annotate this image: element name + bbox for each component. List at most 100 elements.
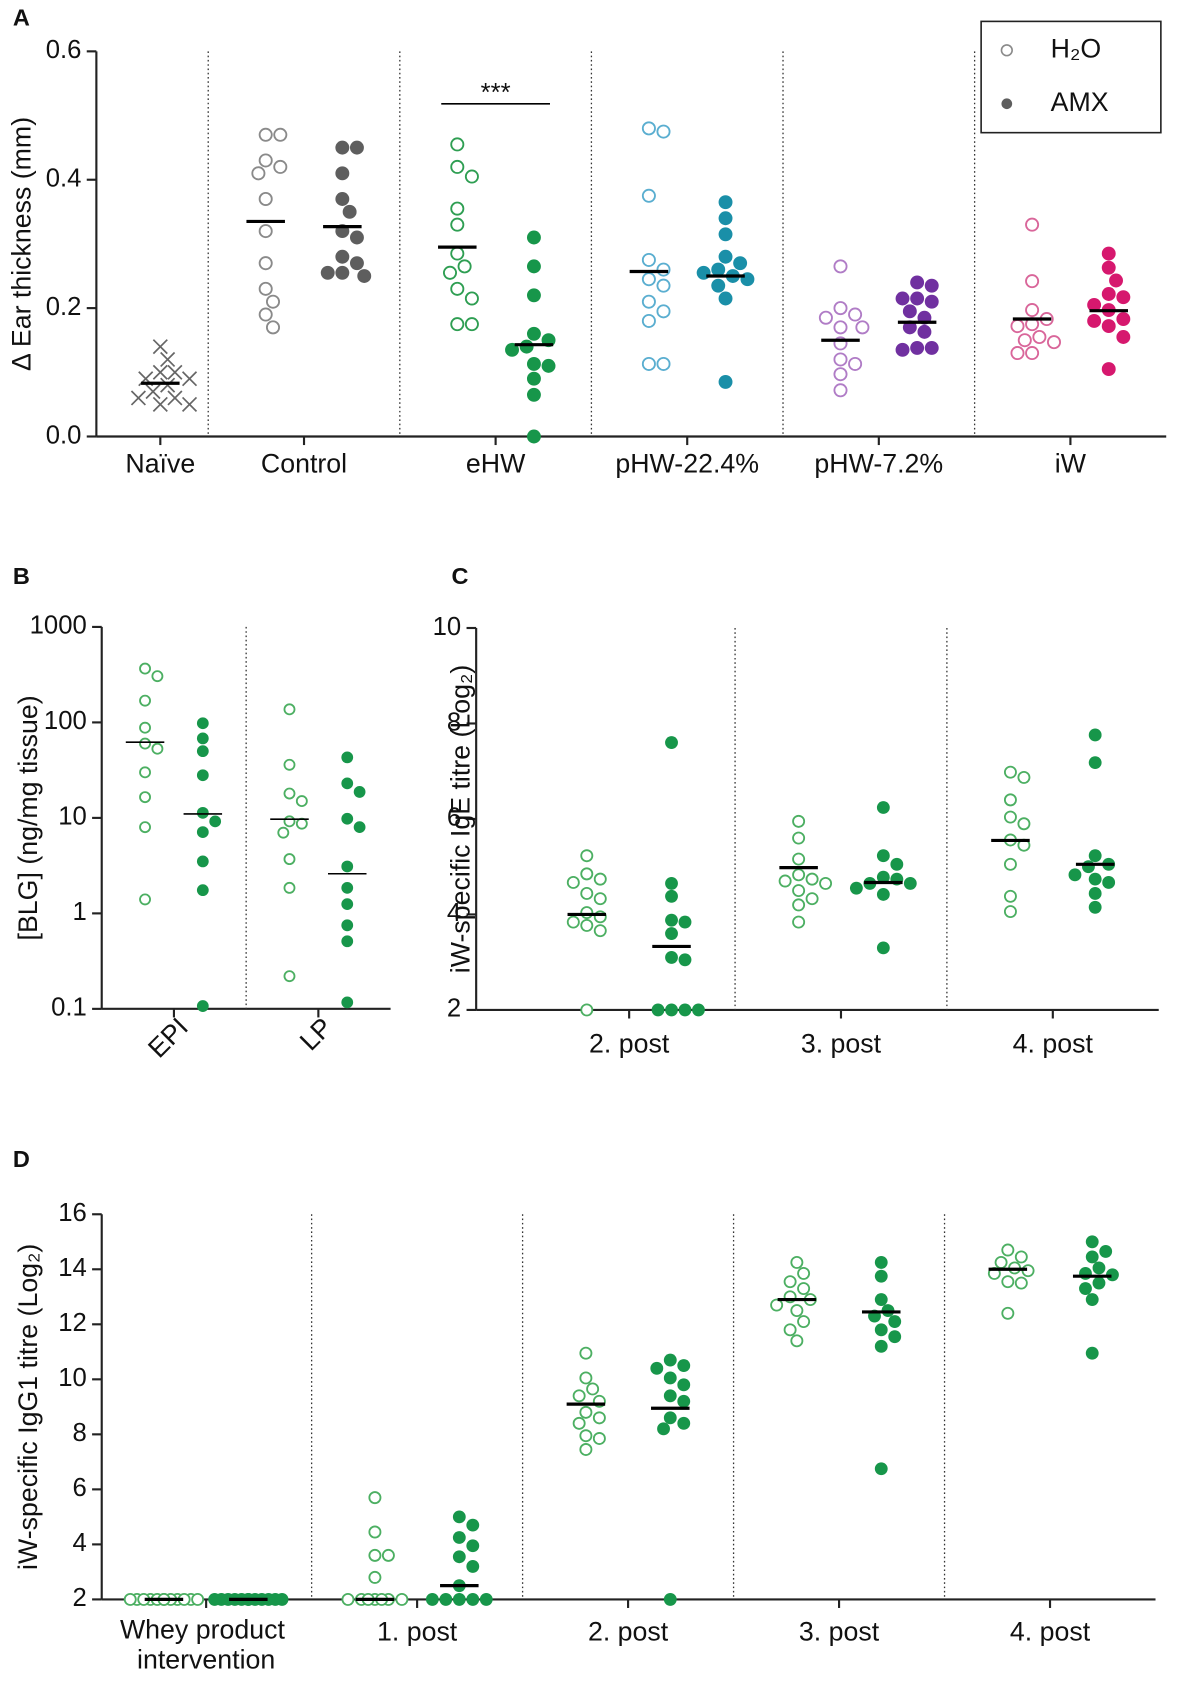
data-point: [592, 1411, 606, 1425]
data-point: [1079, 1282, 1092, 1295]
data-point: [1003, 905, 1017, 919]
y-tick-label: 6: [447, 804, 461, 832]
data-point: [275, 1592, 289, 1606]
data-point: [452, 1531, 466, 1544]
y-tick-label: 14: [58, 1254, 87, 1282]
data-point: [221, 1592, 235, 1606]
data-point: [277, 826, 290, 839]
x-tick-label: pHW-22.4%: [615, 448, 759, 478]
data-point: [572, 1416, 586, 1430]
data-point: [196, 732, 209, 745]
x-tick-label: Whey product intervention: [120, 1615, 292, 1675]
data-point: [139, 893, 151, 906]
data-point: [335, 166, 350, 181]
data-point: [196, 745, 209, 758]
data-point: [450, 281, 465, 296]
data-point: [341, 881, 354, 894]
y-tick-label: 10: [433, 613, 462, 641]
data-point: [283, 758, 296, 771]
data-point: [890, 857, 904, 871]
data-point: [466, 1539, 480, 1553]
data-point: [833, 301, 848, 316]
data-point: [1102, 876, 1116, 889]
data-point: [450, 159, 465, 174]
data-point: [442, 265, 458, 280]
data-point: [1068, 868, 1082, 882]
data-point: [320, 265, 335, 280]
significance-label: ***: [481, 79, 511, 107]
data-point: [541, 358, 556, 373]
data-point: [139, 766, 151, 779]
data-point: [1088, 728, 1102, 742]
data-point: [526, 371, 541, 386]
data-point: [466, 1559, 480, 1573]
data-point: [526, 288, 541, 303]
data-point: [805, 892, 819, 906]
data-point: [283, 881, 296, 894]
data-point: [273, 159, 288, 174]
y-tick-label: 0.6: [46, 36, 82, 64]
data-point: [341, 751, 354, 764]
data-point: [196, 769, 209, 782]
data-point: [181, 371, 198, 387]
data-point: [833, 383, 848, 398]
data-point: [196, 717, 209, 730]
data-point: [566, 875, 580, 889]
data-point: [924, 278, 939, 293]
y-tick-label: 10: [58, 803, 87, 831]
data-point: [1085, 1250, 1099, 1264]
data-point: [283, 853, 296, 866]
data-point: [1088, 900, 1102, 914]
x-tick-label: 4. post: [1013, 1028, 1094, 1058]
cross-stroke: [145, 384, 161, 400]
y-tick-label: 8: [447, 708, 461, 736]
cross-stroke: [152, 396, 168, 412]
data-point: [341, 860, 354, 873]
data-point: [457, 259, 472, 274]
data-point: [381, 1548, 395, 1562]
data-point: [368, 1548, 382, 1562]
x-tick-label: 2. post: [588, 1617, 669, 1647]
data-point: [1003, 857, 1017, 871]
data-point: [874, 1339, 888, 1353]
data-point: [208, 1592, 222, 1606]
data-point: [450, 137, 465, 152]
data-point: [341, 919, 354, 932]
y-tick-label: 1: [72, 898, 86, 926]
data-point: [139, 662, 151, 675]
data-point: [663, 1389, 677, 1403]
data-point: [196, 806, 209, 819]
data-point: [792, 915, 806, 929]
data-point: [139, 694, 151, 707]
data-point: [181, 396, 198, 412]
data-point: [353, 786, 366, 798]
data-point: [641, 294, 656, 309]
panel-label: D: [13, 1146, 30, 1172]
cross-stroke: [167, 364, 183, 380]
data-point: [1001, 1243, 1015, 1257]
y-tick-label: 100: [44, 707, 87, 735]
data-point: [209, 815, 222, 828]
data-point: [341, 777, 354, 790]
data-point: [876, 849, 890, 863]
legend-marker: [1000, 44, 1013, 57]
data-point: [283, 970, 296, 983]
data-point: [678, 953, 692, 967]
data-point: [1025, 346, 1040, 361]
data-point: [342, 204, 357, 219]
data-point: [797, 1266, 811, 1280]
data-point: [849, 881, 863, 895]
data-point: [677, 1378, 691, 1392]
data-point: [663, 1371, 677, 1385]
data-point: [770, 1298, 784, 1312]
panel-label: C: [452, 563, 469, 589]
data-point: [1087, 297, 1102, 312]
data-point: [718, 195, 733, 210]
data-point: [874, 1323, 888, 1337]
data-point: [123, 1592, 137, 1606]
data-point: [130, 390, 146, 406]
data-point: [876, 801, 890, 814]
data-point: [718, 211, 733, 226]
data-point: [876, 887, 890, 901]
data-point: [656, 278, 671, 293]
